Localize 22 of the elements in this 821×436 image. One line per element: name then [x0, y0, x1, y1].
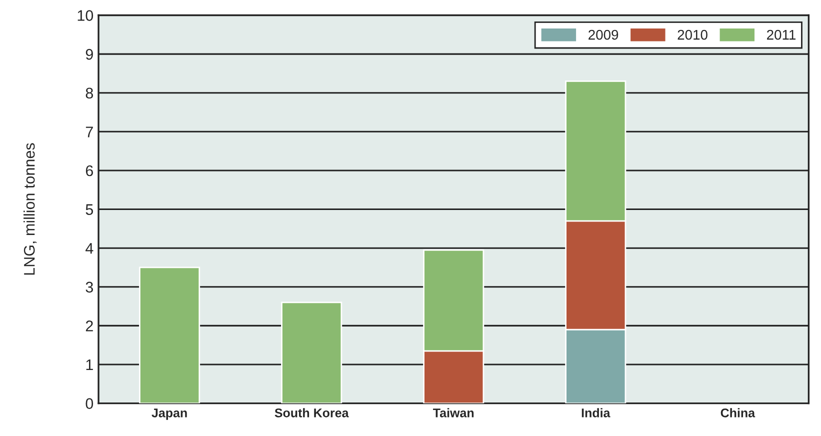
x-tick-label: South Korea	[274, 408, 349, 418]
bar	[281, 302, 342, 404]
y-tick-label: 3	[86, 282, 93, 293]
bar	[139, 266, 200, 404]
legend-label: 2011	[767, 30, 796, 40]
legend-label: 2010	[678, 30, 708, 40]
y-tick-label: 10	[78, 10, 94, 21]
y-axis-title: LNG, million tonnes	[24, 143, 37, 275]
x-tick-label: Japan	[152, 408, 187, 420]
y-tick-label: 7	[86, 126, 93, 138]
y-tick-label: 6	[86, 165, 93, 176]
y-tick-label: 8	[86, 88, 93, 99]
y-tick-label: 5	[86, 204, 94, 215]
x-tick-label: China	[720, 408, 756, 418]
y-tick-label: 4	[86, 243, 94, 254]
y-tick-label: 0	[86, 398, 94, 409]
x-tick-label: India	[582, 408, 610, 418]
y-tick-label: 1	[86, 360, 93, 370]
legend-label: 2009	[588, 30, 618, 40]
x-tick-label: Taiwan	[433, 408, 474, 418]
y-tick-label: 9	[86, 48, 93, 60]
y-tick-label: 2	[86, 320, 93, 332]
